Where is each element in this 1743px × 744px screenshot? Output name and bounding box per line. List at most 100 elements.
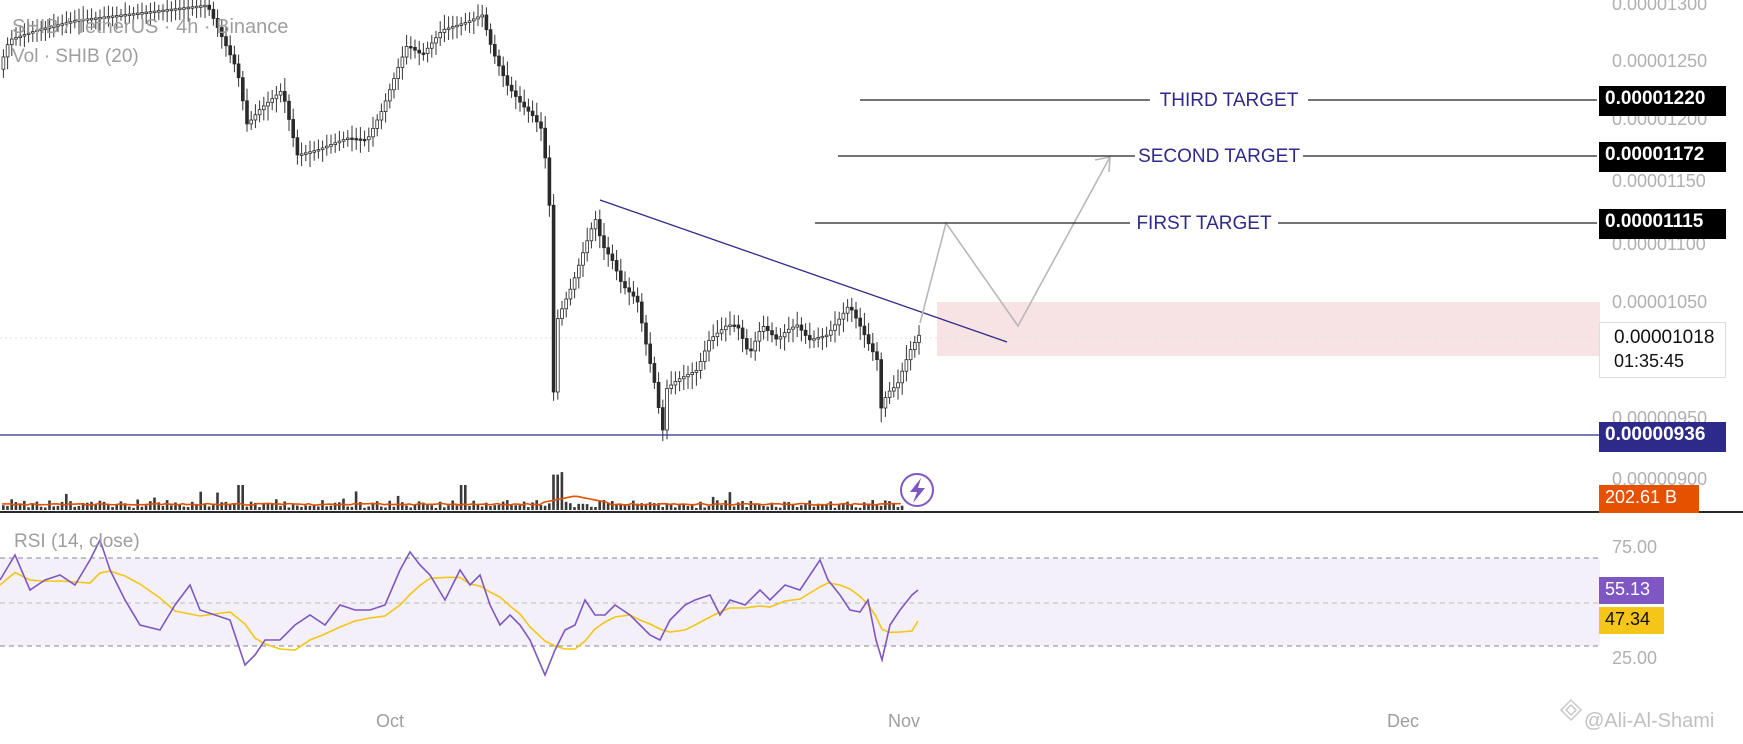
volume-bar [590, 506, 593, 510]
candle-body [803, 329, 808, 336]
candle-body [236, 63, 241, 79]
volume-bar [304, 505, 307, 510]
candle-body [94, 17, 98, 20]
volume-bar [573, 507, 576, 510]
candle-body [215, 18, 220, 28]
candle-body [442, 28, 447, 33]
candle-body [228, 45, 233, 56]
volume-bar [531, 502, 534, 510]
candle-body [497, 55, 501, 67]
candle-body [501, 65, 505, 77]
second-target-label: SECOND TARGET [1138, 146, 1300, 167]
volume-bar [132, 507, 135, 510]
volume-bar [346, 506, 349, 510]
candle-body [278, 90, 283, 96]
candle-body [329, 144, 333, 147]
volume-bar [816, 503, 820, 510]
candle-body [123, 14, 128, 17]
volume-bar [409, 507, 412, 510]
candle-body [219, 27, 224, 38]
volume-bar [875, 504, 879, 510]
candle-body [1, 56, 6, 70]
candle-body [820, 335, 825, 339]
volume-bar [686, 505, 690, 510]
volume-bar [338, 502, 341, 510]
rsi-value-badge: 55.13 [1599, 577, 1664, 604]
volume-bar [518, 505, 522, 510]
candle-body [312, 150, 316, 153]
volume-bar [186, 506, 190, 510]
candle-body [913, 342, 917, 351]
volume-bar [741, 501, 744, 510]
rsi-label[interactable]: RSI (14, close) [14, 531, 140, 552]
volume-bar [678, 503, 681, 510]
symbol-title[interactable]: SHIB / TetherUS · 4h · Binance [12, 16, 288, 38]
candle-body [854, 309, 858, 319]
volume-bar [842, 503, 845, 510]
candle-body [56, 24, 60, 27]
candle-body [627, 287, 631, 293]
candle-body [757, 331, 762, 342]
volume-bar [720, 505, 723, 510]
candle-body [5, 44, 10, 58]
time-tick-nov: Nov [888, 711, 920, 731]
projected-path [919, 156, 1111, 328]
candle-body [736, 324, 741, 329]
volume-bar [644, 503, 648, 510]
volume-bar [787, 501, 790, 510]
volume-bar [90, 501, 93, 510]
volume-bar [724, 500, 727, 510]
candle-body [530, 110, 535, 116]
volume-bar [779, 507, 782, 510]
candle-body [39, 28, 43, 31]
volume-bar [317, 506, 320, 510]
volume-bar [770, 502, 774, 510]
volume-bar [291, 504, 295, 510]
candle-body [698, 361, 703, 371]
volume-bar [707, 505, 711, 510]
volume-bar [749, 501, 753, 510]
candle-body [774, 334, 778, 340]
time-axis[interactable]: Oct Nov Dec [376, 711, 1419, 731]
volume-bar [65, 493, 68, 510]
third-target-label: THIRD TARGET [1160, 90, 1299, 111]
candle-body [514, 90, 518, 97]
candle-body [203, 4, 207, 8]
candle-body [245, 100, 249, 125]
candle-body [795, 324, 799, 328]
candle-body [871, 343, 875, 353]
candle-body [560, 308, 564, 319]
candle-body [463, 22, 468, 25]
volume-bar [632, 500, 635, 510]
candle-body [198, 5, 203, 8]
candle-body [324, 145, 329, 149]
volume-label[interactable]: Vol · SHIB (20) [12, 46, 139, 67]
volume-bar [464, 485, 467, 510]
volume-bar [657, 503, 660, 510]
price-axis[interactable]: 0.00001300 0.00001250 0.00001200 0.00001… [1612, 0, 1707, 668]
volume-bar [690, 505, 694, 510]
volume-bar [472, 500, 475, 510]
price-tick: 0.00001300 [1612, 0, 1707, 14]
candle-body [619, 270, 623, 282]
volume-bar [548, 503, 551, 510]
volume-bar [800, 505, 803, 510]
volume-bar [300, 506, 303, 510]
volume-bar [615, 503, 618, 510]
candle-body [686, 374, 690, 378]
volume-bar [783, 501, 786, 510]
volume-bar [44, 507, 47, 510]
lightning-icon[interactable] [900, 473, 934, 507]
volume-bar [884, 500, 887, 510]
candle-body [581, 252, 585, 266]
candle-body [917, 334, 921, 343]
volume-bar [237, 485, 240, 510]
volume-bar [459, 485, 463, 510]
volume-bar [581, 503, 585, 510]
candle-body [341, 139, 346, 142]
volume-bar [556, 474, 559, 510]
volume-bar [220, 502, 223, 510]
time-tick-oct: Oct [376, 711, 404, 731]
volume-bar [669, 504, 673, 510]
